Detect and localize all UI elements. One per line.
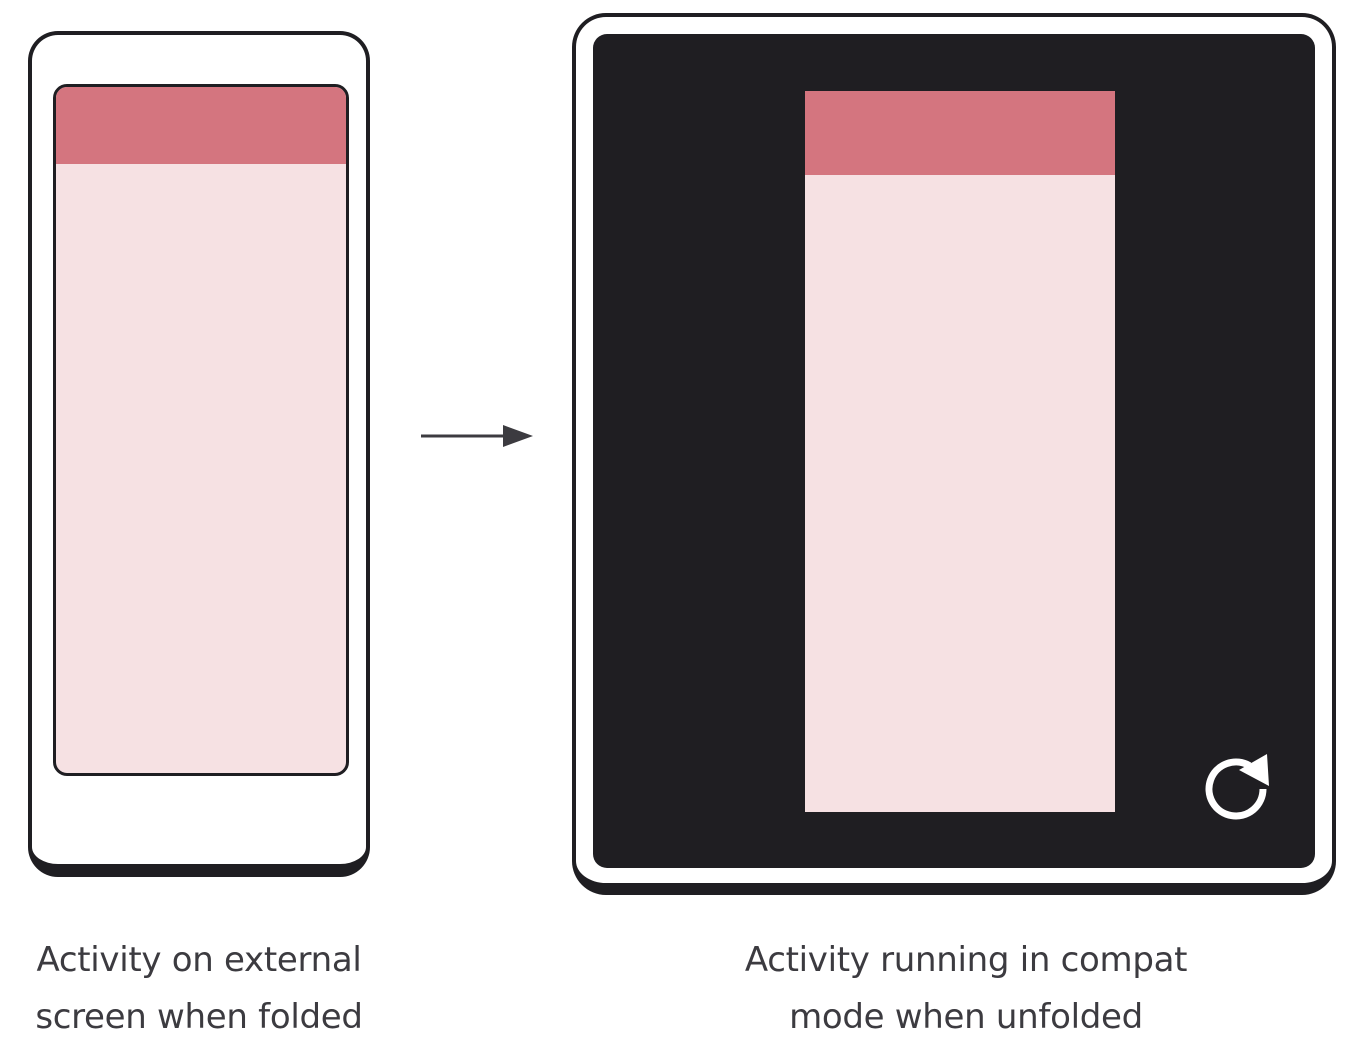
folded-caption-line-1: Activity on external (36, 940, 362, 980)
activity-app-bar (56, 87, 346, 164)
unfolded-display (593, 34, 1315, 868)
restart-icon[interactable] (1201, 752, 1275, 826)
unfolded-caption-line-2: mode when unfolded (789, 997, 1143, 1037)
compat-mode-activity (805, 91, 1115, 812)
arrow-right-icon (421, 425, 533, 447)
unfolded-caption: Activity running in compat mode when unf… (660, 932, 1272, 1046)
unfolded-caption-line-1: Activity running in compat (744, 940, 1188, 980)
folded-caption-line-2: screen when folded (35, 997, 363, 1037)
folded-caption: Activity on external screen when folded (0, 932, 398, 1046)
unfolded-device (572, 13, 1336, 895)
compat-activity-app-bar (805, 91, 1115, 175)
external-screen (53, 84, 349, 776)
folded-phone (28, 31, 370, 877)
